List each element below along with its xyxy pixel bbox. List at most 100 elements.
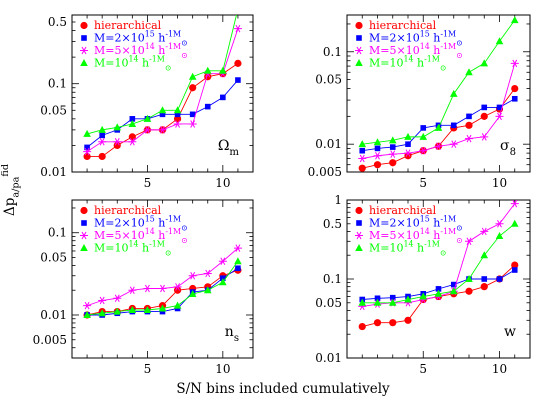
data-point (373, 319, 382, 327)
data-point (495, 37, 504, 45)
y-tick-label: 0.1 (48, 226, 67, 240)
data-point (143, 284, 152, 293)
legend-label: hierarchical (94, 19, 162, 32)
data-point (404, 132, 412, 140)
data-point (173, 106, 182, 114)
data-point (466, 113, 472, 120)
data-point (234, 257, 242, 265)
legend-label: M=2×1015 h-1M⊙ (369, 30, 463, 48)
data-point (358, 164, 366, 172)
data-point (481, 276, 488, 282)
data-point (465, 121, 473, 129)
data-point (219, 278, 227, 286)
data-point (128, 138, 137, 146)
data-point (419, 146, 428, 155)
data-point (373, 161, 382, 169)
data-point (83, 152, 91, 161)
data-point (358, 298, 367, 306)
legend-label: M=1014 h-1M⊙ (369, 55, 447, 73)
data-point (203, 286, 212, 294)
legend-marker (80, 21, 88, 30)
data-point (143, 114, 152, 122)
y-tick-label: 0.1 (323, 45, 342, 59)
legend-label: M=1014 h-1M⊙ (94, 240, 172, 258)
parameter-label: Ωm (218, 138, 240, 158)
data-point (358, 322, 366, 331)
y-tick-label: 1 (334, 193, 342, 207)
data-point (511, 267, 518, 273)
data-point (389, 159, 397, 167)
data-point (450, 122, 457, 129)
data-point (173, 286, 182, 294)
data-point (113, 141, 121, 150)
data-point (234, 5, 242, 12)
data-point (465, 275, 473, 282)
legend-label: hierarchical (94, 204, 162, 217)
x-tick-label: 5 (144, 176, 152, 190)
legend-marker (355, 46, 363, 55)
data-point (388, 136, 397, 144)
panel-2: 5 10 0.005 0.01 0.05 0.1 hierarchicalM=2×1015 … (308, 14, 531, 190)
data-point (113, 294, 122, 302)
y-tick-label: 0.005 (308, 165, 342, 179)
data-point (374, 295, 381, 302)
series-group (358, 200, 519, 331)
data-point (389, 144, 396, 150)
data-point (419, 292, 428, 300)
data-point (173, 283, 182, 291)
parameter-label: σ8 (500, 138, 516, 158)
legend-marker (355, 59, 363, 66)
y-tick-label: 0.05 (40, 250, 67, 264)
data-point (158, 106, 167, 114)
data-point (113, 138, 122, 146)
legend-marker (355, 21, 363, 30)
data-point (449, 140, 458, 148)
data-point (143, 126, 152, 134)
data-point (404, 152, 412, 160)
data-point (203, 269, 212, 278)
y-tick-label: 0.05 (40, 103, 67, 117)
y-tick-label: 0.01 (40, 308, 67, 322)
data-point (98, 296, 107, 305)
data-point (358, 140, 367, 148)
legend-label: M=2×1015 h-1M⊙ (94, 30, 188, 48)
data-point (420, 125, 427, 131)
y-tick-label: 0.05 (315, 73, 342, 87)
legend-marker (80, 46, 88, 55)
y-tick-label: 0.1 (48, 77, 67, 91)
data-point (83, 129, 91, 137)
data-point (465, 68, 473, 76)
legend-label: hierarchical (369, 204, 437, 217)
data-point (465, 134, 473, 143)
x-tick-label: 10 (215, 362, 230, 376)
data-point (235, 77, 241, 83)
x-tick-label: 10 (492, 176, 507, 190)
legend-marker (355, 231, 363, 240)
data-point (510, 200, 519, 208)
legend-marker (80, 59, 88, 66)
legend-marker (356, 220, 362, 226)
data-point (158, 304, 167, 312)
data-point (188, 271, 197, 280)
data-point (510, 219, 519, 227)
y-axis-label-text: Δpa/pafid (0, 164, 22, 216)
data-point (128, 286, 137, 294)
legend-marker (80, 231, 88, 240)
legend-marker (80, 206, 88, 215)
data-point (98, 125, 106, 133)
data-point (98, 152, 106, 161)
x-tick-label: 5 (419, 176, 427, 190)
data-point (389, 319, 397, 327)
y-tick-label: 0.01 (40, 165, 67, 179)
legend-marker (80, 244, 88, 251)
data-point (373, 298, 382, 306)
data-point (219, 66, 227, 74)
data-point (389, 294, 396, 301)
data-point (480, 133, 489, 141)
legend-marker (355, 244, 363, 251)
data-point (496, 104, 503, 111)
data-point (203, 66, 212, 74)
